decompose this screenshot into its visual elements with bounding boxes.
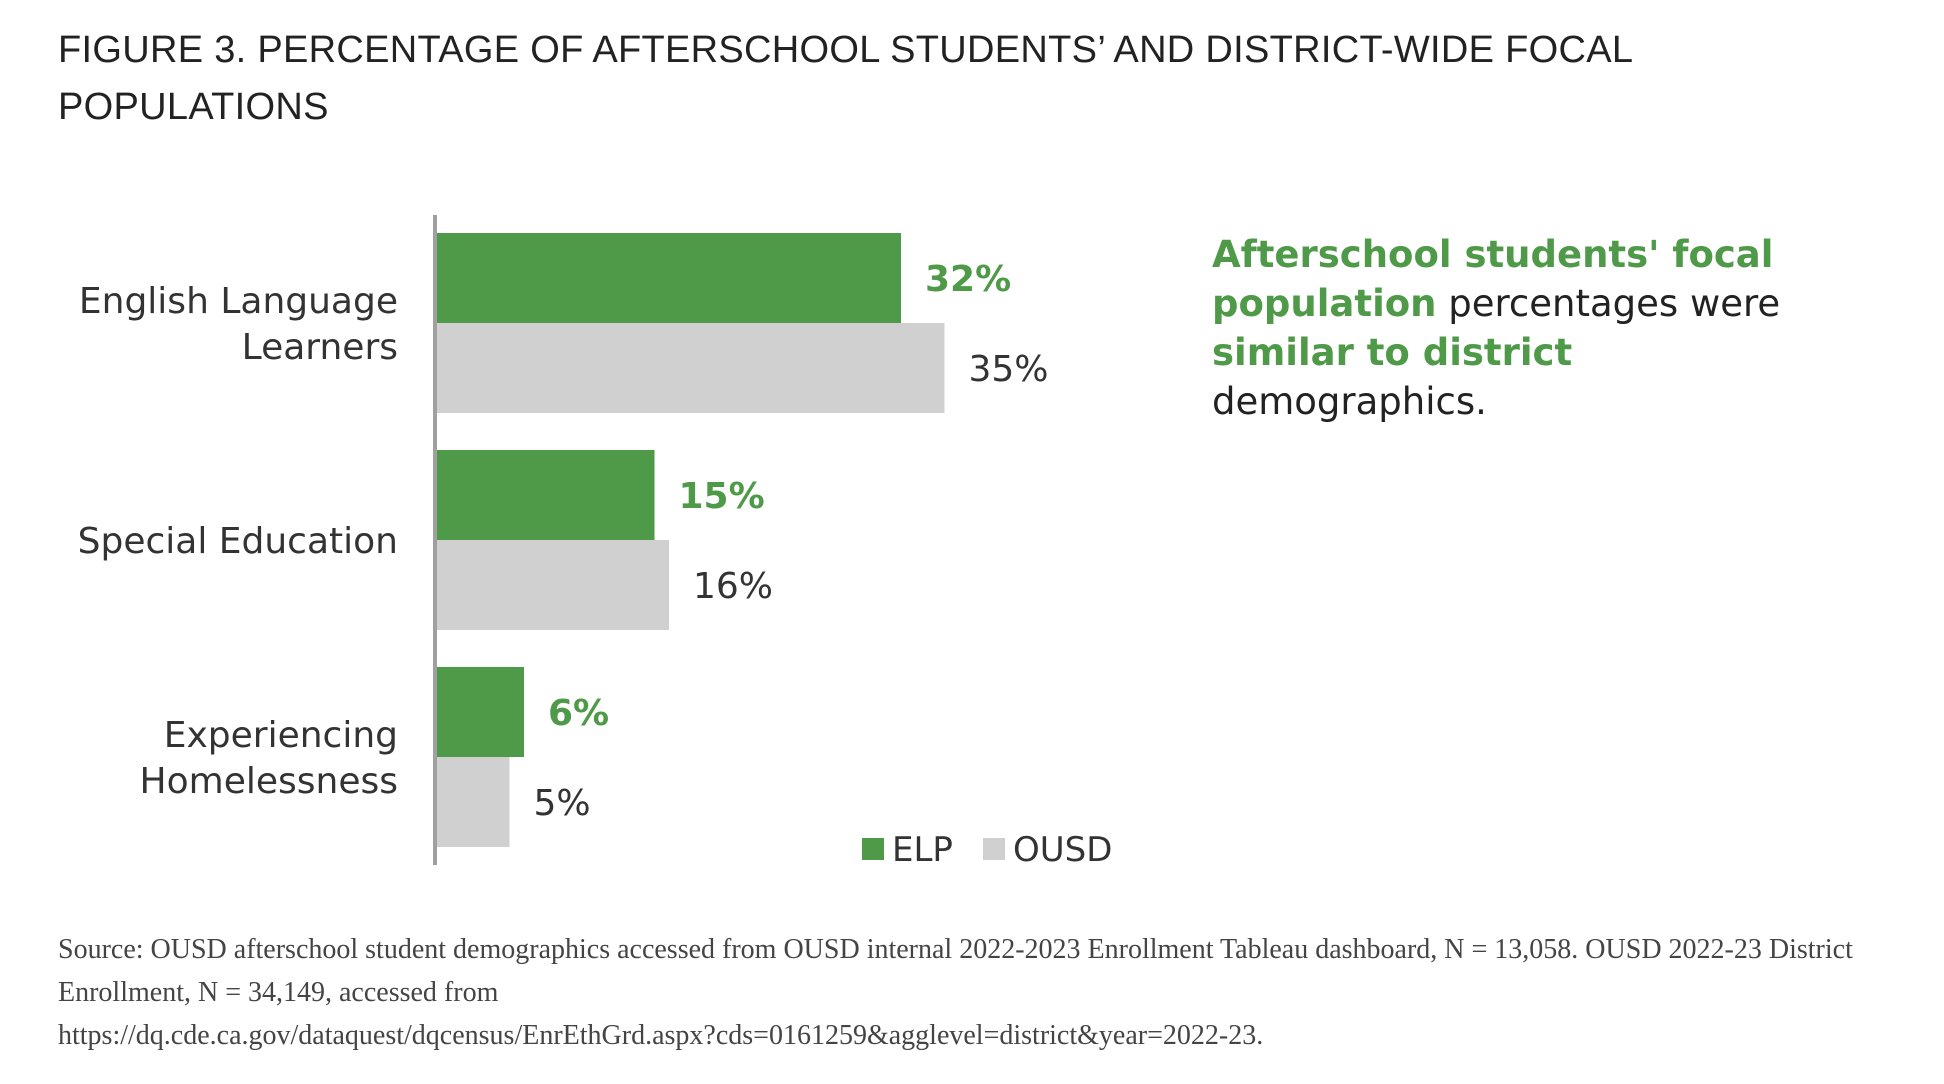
bar-elp-1 xyxy=(437,450,655,540)
callout-text-1: percentages were xyxy=(1436,282,1781,325)
value-label-ousd-1: 16% xyxy=(693,566,773,607)
value-label-elp-0: 32% xyxy=(925,259,1011,300)
source-note: Source: OUSD afterschool student demogra… xyxy=(58,928,1918,1057)
value-label-elp-2: 6% xyxy=(548,693,609,734)
category-label-0-0: English Language xyxy=(79,281,398,322)
legend-label-ousd: OUSD xyxy=(1013,830,1112,870)
category-label-1-0: Special Education xyxy=(78,521,398,562)
legend: ELP OUSD xyxy=(862,830,1112,870)
value-label-ousd-2: 5% xyxy=(534,783,591,824)
bars-group xyxy=(437,233,945,847)
labels-group: 32% 35% English Language Learners 15% 16% Spec… xyxy=(78,259,1049,824)
source-line-1: Source: OUSD afterschool student demogra… xyxy=(58,934,1853,1008)
bar-ousd-2 xyxy=(437,757,510,847)
bar-elp-0 xyxy=(437,233,901,323)
bar-ousd-0 xyxy=(437,323,945,413)
bar-ousd-1 xyxy=(437,540,669,630)
legend-swatch-ousd xyxy=(983,838,1005,860)
category-label-2-0: Experiencing xyxy=(164,715,398,756)
category-label-2-1: Homelessness xyxy=(140,761,398,802)
callout-text: Afterschool students' focal population p… xyxy=(1212,230,1852,426)
callout-highlight-1: Afterschool students' focal population xyxy=(1212,233,1774,325)
value-label-elp-1: 15% xyxy=(679,476,765,517)
bar-elp-2 xyxy=(437,667,524,757)
source-line-2: https://dq.cde.ca.gov/dataquest/dqcensus… xyxy=(58,1020,1264,1051)
figure-title: FIGURE 3. PERCENTAGE OF AFTERSCHOOL STUD… xyxy=(58,29,1632,128)
legend-swatch-elp xyxy=(862,838,884,860)
legend-label-elp: ELP xyxy=(892,830,953,870)
category-label-0-1: Learners xyxy=(242,327,398,368)
value-label-ousd-0: 35% xyxy=(969,349,1049,390)
bar-chart: 32% 35% English Language Learners 15% 16% Spec… xyxy=(78,215,1112,870)
callout-highlight-2: similar to district xyxy=(1212,331,1573,374)
callout-text-2: demographics. xyxy=(1212,380,1487,423)
